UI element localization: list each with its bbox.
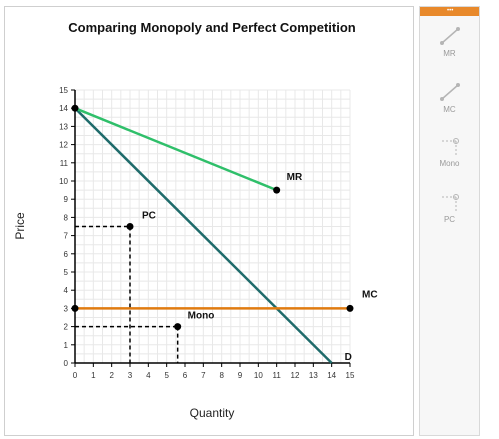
chart-title: Comparing Monopoly and Perfect Competiti… <box>68 20 356 35</box>
series-mr-endpoint <box>273 186 281 194</box>
series-d-line <box>74 107 333 364</box>
series-mc-endpoint <box>346 304 354 312</box>
series-mr-endpoint <box>71 104 79 112</box>
point-mono <box>174 323 182 331</box>
y-tick-label: 5 <box>64 268 69 277</box>
series-mr-line <box>74 107 278 192</box>
point-mono-label: Mono <box>188 311 215 322</box>
x-tick-label: 7 <box>201 371 206 380</box>
markers: D MR MC PC Mono <box>71 104 378 363</box>
y-tick-label: 1 <box>64 341 69 350</box>
y-tick-label: 2 <box>64 323 69 332</box>
x-tick-label: 9 <box>238 371 243 380</box>
grid <box>74 89 351 364</box>
x-tick-label: 3 <box>128 371 133 380</box>
series-mr-label: MR <box>287 172 303 183</box>
y-tick-label: 12 <box>59 141 68 150</box>
y-tick-label: 15 <box>59 86 68 95</box>
x-tick-label: 4 <box>146 371 151 380</box>
point-pc-label: PC <box>142 211 156 222</box>
tool-mono[interactable]: Mono <box>420 135 479 185</box>
x-tick-label: 14 <box>327 371 336 380</box>
tool-mono-label: Mono <box>439 159 460 168</box>
graph-panel: Comparing Monopoly and Perfect Competiti… <box>4 6 414 436</box>
x-axis-label: Quantity <box>190 406 235 420</box>
x-tick-label: 12 <box>291 371 300 380</box>
chart: Comparing Monopoly and Perfect Competiti… <box>13 20 378 420</box>
line-tool-icon <box>439 83 460 101</box>
x-tick-label: 8 <box>219 371 224 380</box>
y-tick-label: 3 <box>64 304 69 313</box>
y-tick-label: 7 <box>64 232 69 241</box>
tool-mr[interactable]: MR <box>420 25 479 75</box>
y-tick-label: 8 <box>64 213 69 222</box>
x-tick-label: 5 <box>164 371 169 380</box>
y-tick-label: 4 <box>64 286 69 295</box>
tool-palette-header[interactable]: ••• <box>420 7 479 16</box>
y-tick-label: 11 <box>60 159 69 168</box>
x-tick-label: 0 <box>73 371 78 380</box>
tool-pc-label: PC <box>443 215 456 224</box>
y-tick-label: 10 <box>59 177 68 186</box>
series-mc-endpoint <box>71 304 79 312</box>
x-tick-label: 11 <box>273 371 282 380</box>
x-tick-label: 6 <box>183 371 188 380</box>
series-mc-label: MC <box>362 289 378 300</box>
tool-mc-label: MC <box>443 105 456 114</box>
x-tick-label: 10 <box>254 371 263 380</box>
axes: 0 1 2 3 4 5 6 7 8 9 10 11 12 13 14 15012345678910111213… <box>59 86 355 380</box>
y-tick-label: 0 <box>64 359 69 368</box>
tool-mc[interactable]: MC <box>420 81 479 131</box>
x-tick-label: 2 <box>109 371 114 380</box>
series-d-label: D <box>345 352 352 363</box>
y-tick-label: 9 <box>64 195 69 204</box>
point-drop-line-icon <box>441 138 459 155</box>
line-tool-icon <box>439 27 460 45</box>
x-tick-label: 15 <box>346 371 355 380</box>
y-tick-label: 13 <box>59 122 68 131</box>
tool-pc[interactable]: PC <box>420 191 479 241</box>
y-tick-label: 14 <box>59 104 68 113</box>
y-tick-label: 6 <box>64 250 69 259</box>
tool-mr-label: MR <box>443 49 456 58</box>
x-tick-label: 13 <box>309 371 318 380</box>
y-axis-label: Price <box>13 212 27 240</box>
x-tick-label: 1 <box>91 371 96 380</box>
series <box>74 107 350 364</box>
point-pc <box>126 223 134 230</box>
tool-palette: ••• MR MC Mono PC <box>419 6 480 436</box>
point-drop-line-icon <box>441 194 459 211</box>
